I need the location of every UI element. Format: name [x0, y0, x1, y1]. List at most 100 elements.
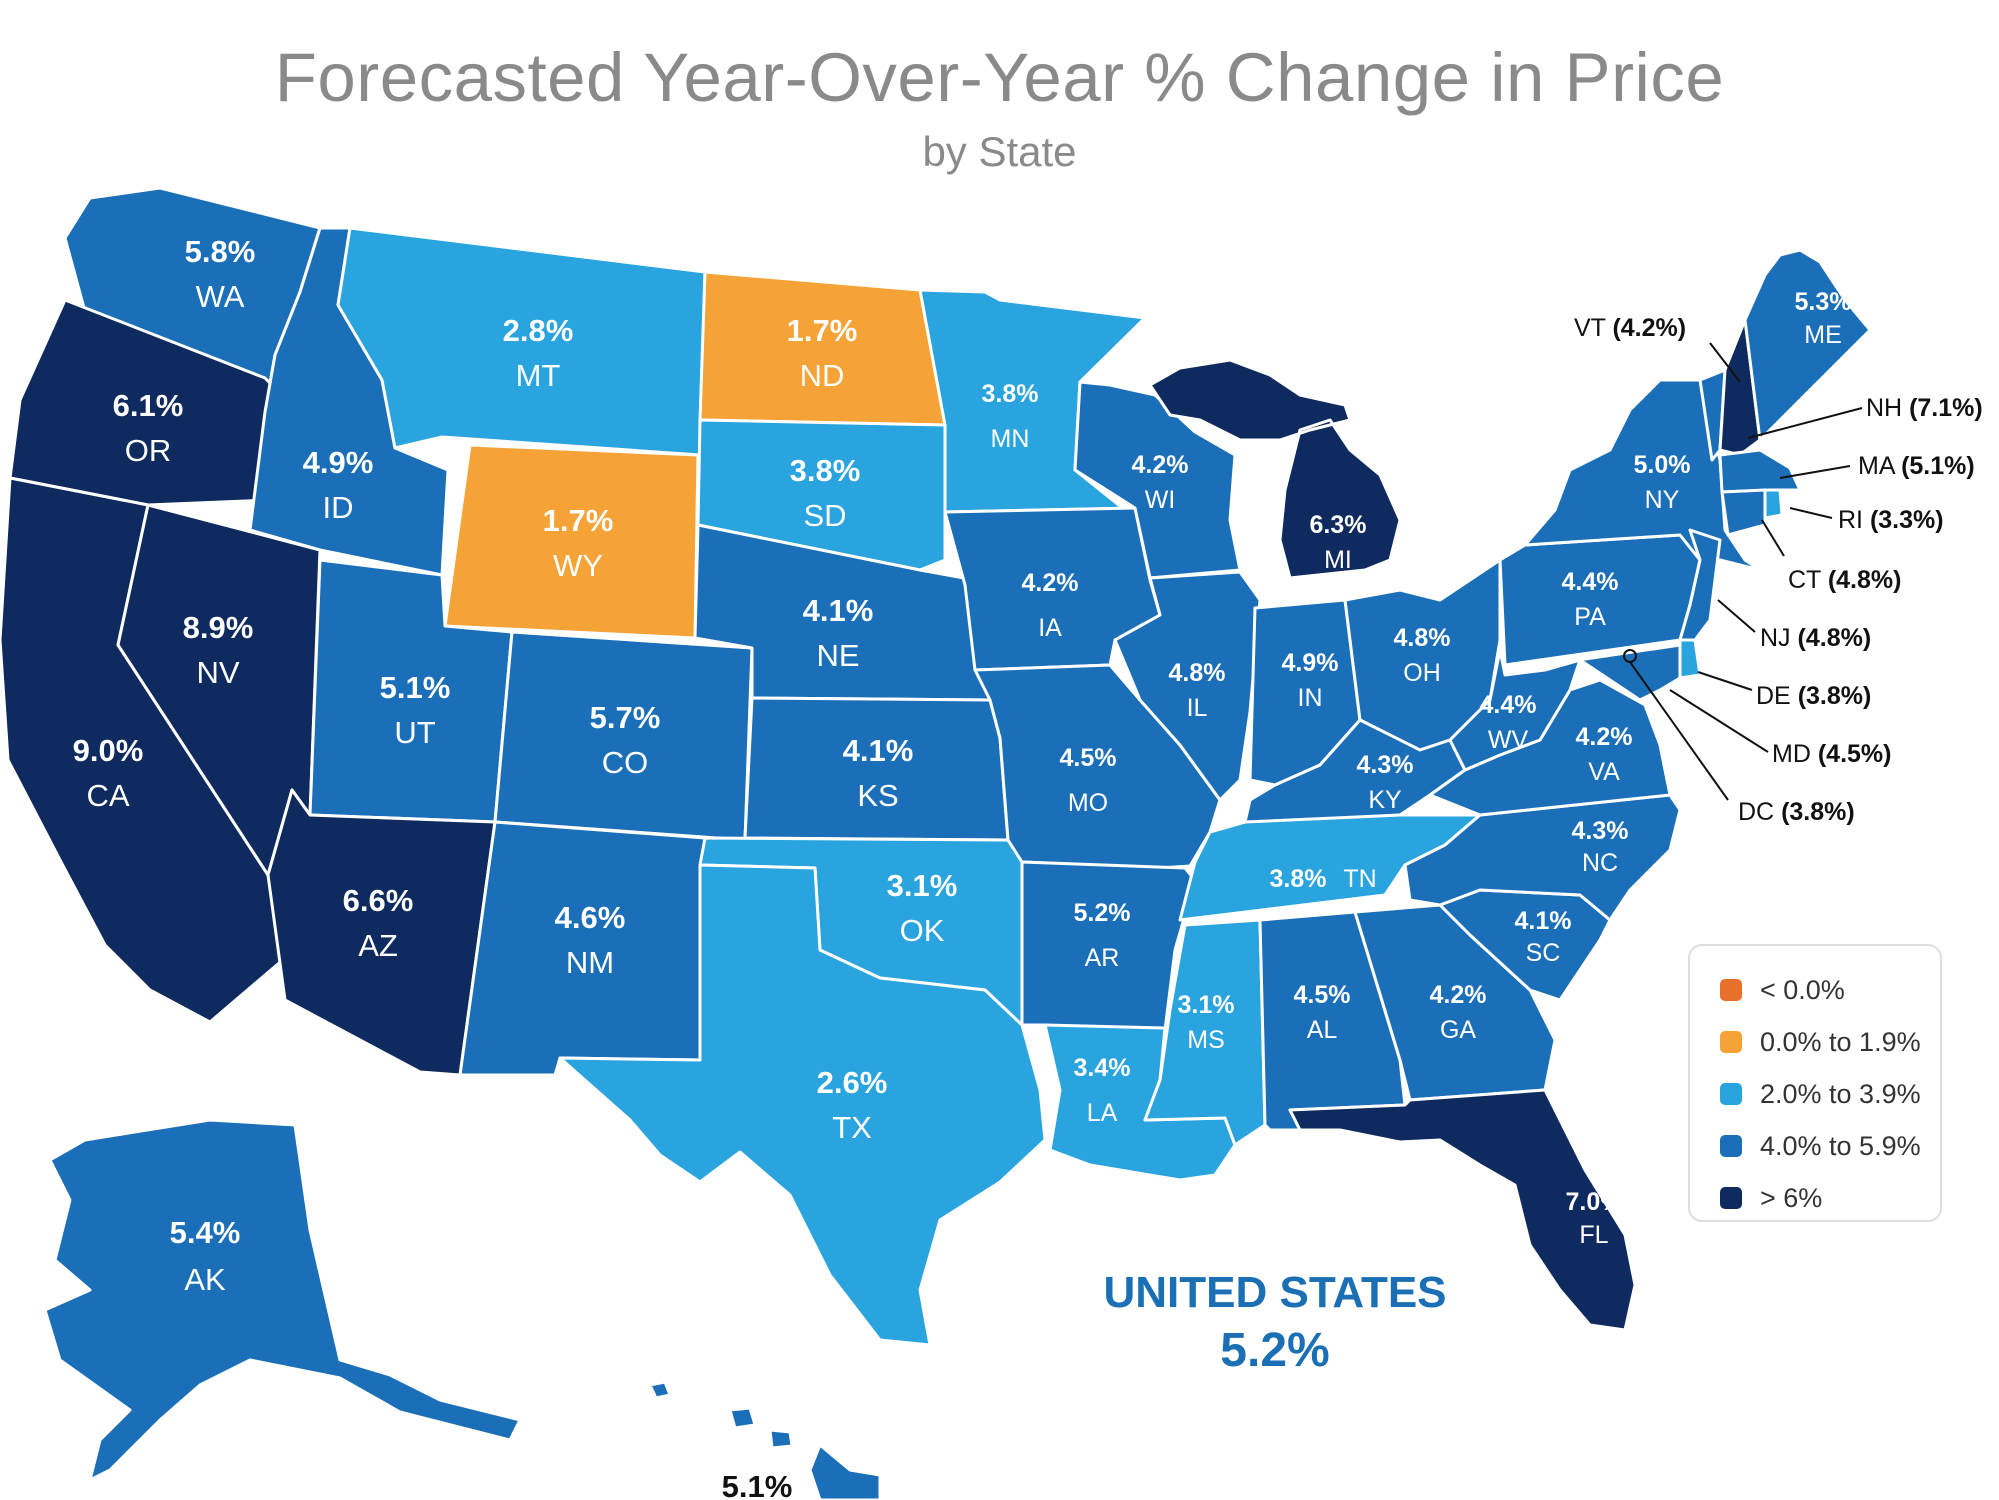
label-AL: 4.5% AL	[1294, 981, 1351, 1044]
label-IL: 4.8% IL	[1169, 659, 1226, 722]
state-TX[interactable]	[558, 863, 1047, 1347]
svg-text:4.8%: 4.8%	[1394, 624, 1451, 652]
callout-CT: CT (4.8%)	[1788, 566, 1901, 594]
state-FL[interactable]	[1288, 1088, 1637, 1332]
svg-text:3.1%: 3.1%	[887, 868, 958, 903]
svg-text:2.8%: 2.8%	[503, 313, 574, 348]
svg-text:4.3%: 4.3%	[1357, 751, 1414, 779]
svg-text:VA: VA	[1588, 758, 1620, 786]
callout-NJ: NJ (4.8%)	[1760, 624, 1871, 652]
svg-text:CO: CO	[602, 745, 649, 780]
svg-text:AK: AK	[184, 1262, 226, 1297]
label-AK: 5.4% AK	[170, 1215, 241, 1297]
label-HI: 5.1%	[722, 1469, 793, 1500]
state-DE[interactable]	[1678, 638, 1702, 680]
state-ND[interactable]	[698, 270, 947, 427]
svg-text:WV: WV	[1488, 726, 1529, 754]
callout-MA: MA (5.1%)	[1858, 452, 1975, 480]
svg-text:1.7%: 1.7%	[787, 313, 858, 348]
svg-text:4.4%: 4.4%	[1562, 568, 1619, 596]
svg-text:3.8%: 3.8%	[790, 453, 861, 488]
label-TN: 3.8% TN	[1270, 865, 1377, 893]
map-subtitle: by State	[922, 128, 1077, 175]
state-WY[interactable]	[443, 443, 700, 640]
state-WV[interactable]	[1448, 648, 1582, 772]
label-LA: 3.4% LA	[1074, 1054, 1131, 1127]
svg-text:4.1%: 4.1%	[1515, 907, 1572, 935]
legend-label: > 6%	[1760, 1182, 1823, 1213]
state-MI[interactable]	[1148, 358, 1402, 580]
legend-label: < 0.0%	[1760, 974, 1845, 1005]
state-CO[interactable]	[493, 630, 754, 842]
state-CT[interactable]	[1720, 488, 1767, 537]
label-AR: 5.2% AR	[1074, 899, 1131, 972]
state-IL[interactable]	[1113, 570, 1262, 802]
svg-text:9.0%: 9.0%	[73, 733, 144, 768]
label-WA: 5.8% WA	[185, 234, 256, 314]
legend-item: 0.0% to 1.9%	[1720, 1016, 1940, 1068]
svg-text:CA: CA	[86, 778, 129, 813]
svg-text:TN: TN	[1343, 865, 1376, 893]
svg-text:7.0%: 7.0%	[1566, 1188, 1623, 1216]
label-SC: 4.1% SC	[1515, 907, 1572, 967]
label-NC: 4.3% NC	[1572, 817, 1629, 877]
legend-item: 4.0% to 5.9%	[1720, 1120, 1940, 1172]
state-MA[interactable]	[1718, 448, 1802, 494]
legend-swatch	[1720, 1187, 1742, 1209]
us-total-label: UNITED STATES	[1103, 1268, 1447, 1317]
callout-VT: VT (4.2%)	[1574, 314, 1686, 342]
label-OK: 3.1% OK	[887, 868, 958, 948]
state-RI[interactable]	[1763, 488, 1784, 520]
svg-text:WA: WA	[196, 279, 245, 314]
label-IA: 4.2% IA	[1022, 569, 1079, 642]
svg-text:4.5%: 4.5%	[1060, 744, 1117, 772]
svg-text:4.9%: 4.9%	[1282, 649, 1339, 677]
label-KY: 4.3% KY	[1357, 751, 1414, 814]
label-ID: 4.9% ID	[303, 445, 374, 525]
state-ME[interactable]	[1743, 248, 1872, 442]
svg-text:MO: MO	[1068, 789, 1108, 817]
svg-text:NC: NC	[1582, 849, 1618, 877]
state-KS[interactable]	[743, 696, 1010, 842]
state-WI[interactable]	[1073, 380, 1242, 580]
label-MO: 4.5% MO	[1060, 744, 1117, 817]
label-NV: 8.9% NV	[183, 610, 254, 690]
legend-label: 4.0% to 5.9%	[1760, 1130, 1921, 1161]
svg-text:4.6%: 4.6%	[555, 900, 626, 935]
svg-text:TX: TX	[832, 1110, 872, 1145]
state-SD[interactable]	[696, 418, 947, 572]
label-SD: 3.8% SD	[790, 453, 861, 533]
svg-text:5.7%: 5.7%	[590, 700, 661, 735]
svg-text:WY: WY	[553, 548, 603, 583]
svg-text:MN: MN	[991, 425, 1030, 453]
state-HI[interactable]	[648, 1380, 882, 1500]
svg-text:MS: MS	[1187, 1026, 1225, 1054]
svg-text:SD: SD	[803, 498, 846, 533]
callout-leaders	[1623, 342, 1863, 801]
svg-text:IN: IN	[1298, 684, 1323, 712]
state-AK[interactable]	[43, 1118, 522, 1482]
svg-text:2.6%: 2.6%	[817, 1065, 888, 1100]
svg-text:NM: NM	[566, 945, 614, 980]
label-PA: 4.4% PA	[1562, 568, 1619, 631]
state-NH[interactable]	[1718, 318, 1762, 457]
svg-text:AR: AR	[1085, 944, 1120, 972]
label-NE: 4.1% NE	[803, 593, 874, 673]
svg-text:5.3%: 5.3%	[1795, 288, 1852, 316]
svg-text:IA: IA	[1038, 614, 1062, 642]
svg-text:NE: NE	[816, 638, 859, 673]
svg-text:5.0%: 5.0%	[1634, 451, 1691, 479]
label-GA: 4.2% GA	[1430, 981, 1487, 1044]
svg-text:3.4%: 3.4%	[1074, 1054, 1131, 1082]
callout-MD: MD (4.5%)	[1772, 740, 1891, 768]
svg-text:GA: GA	[1440, 1016, 1476, 1044]
svg-text:8.9%: 8.9%	[183, 610, 254, 645]
svg-text:4.2%: 4.2%	[1132, 451, 1189, 479]
label-MN: 3.8% MN	[982, 380, 1039, 453]
svg-text:IL: IL	[1187, 694, 1208, 722]
callout-NH: NH (7.1%)	[1866, 394, 1983, 422]
svg-text:4.1%: 4.1%	[803, 593, 874, 628]
legend-label: 2.0% to 3.9%	[1760, 1078, 1921, 1109]
svg-text:ID: ID	[323, 490, 354, 525]
svg-text:AL: AL	[1307, 1016, 1338, 1044]
